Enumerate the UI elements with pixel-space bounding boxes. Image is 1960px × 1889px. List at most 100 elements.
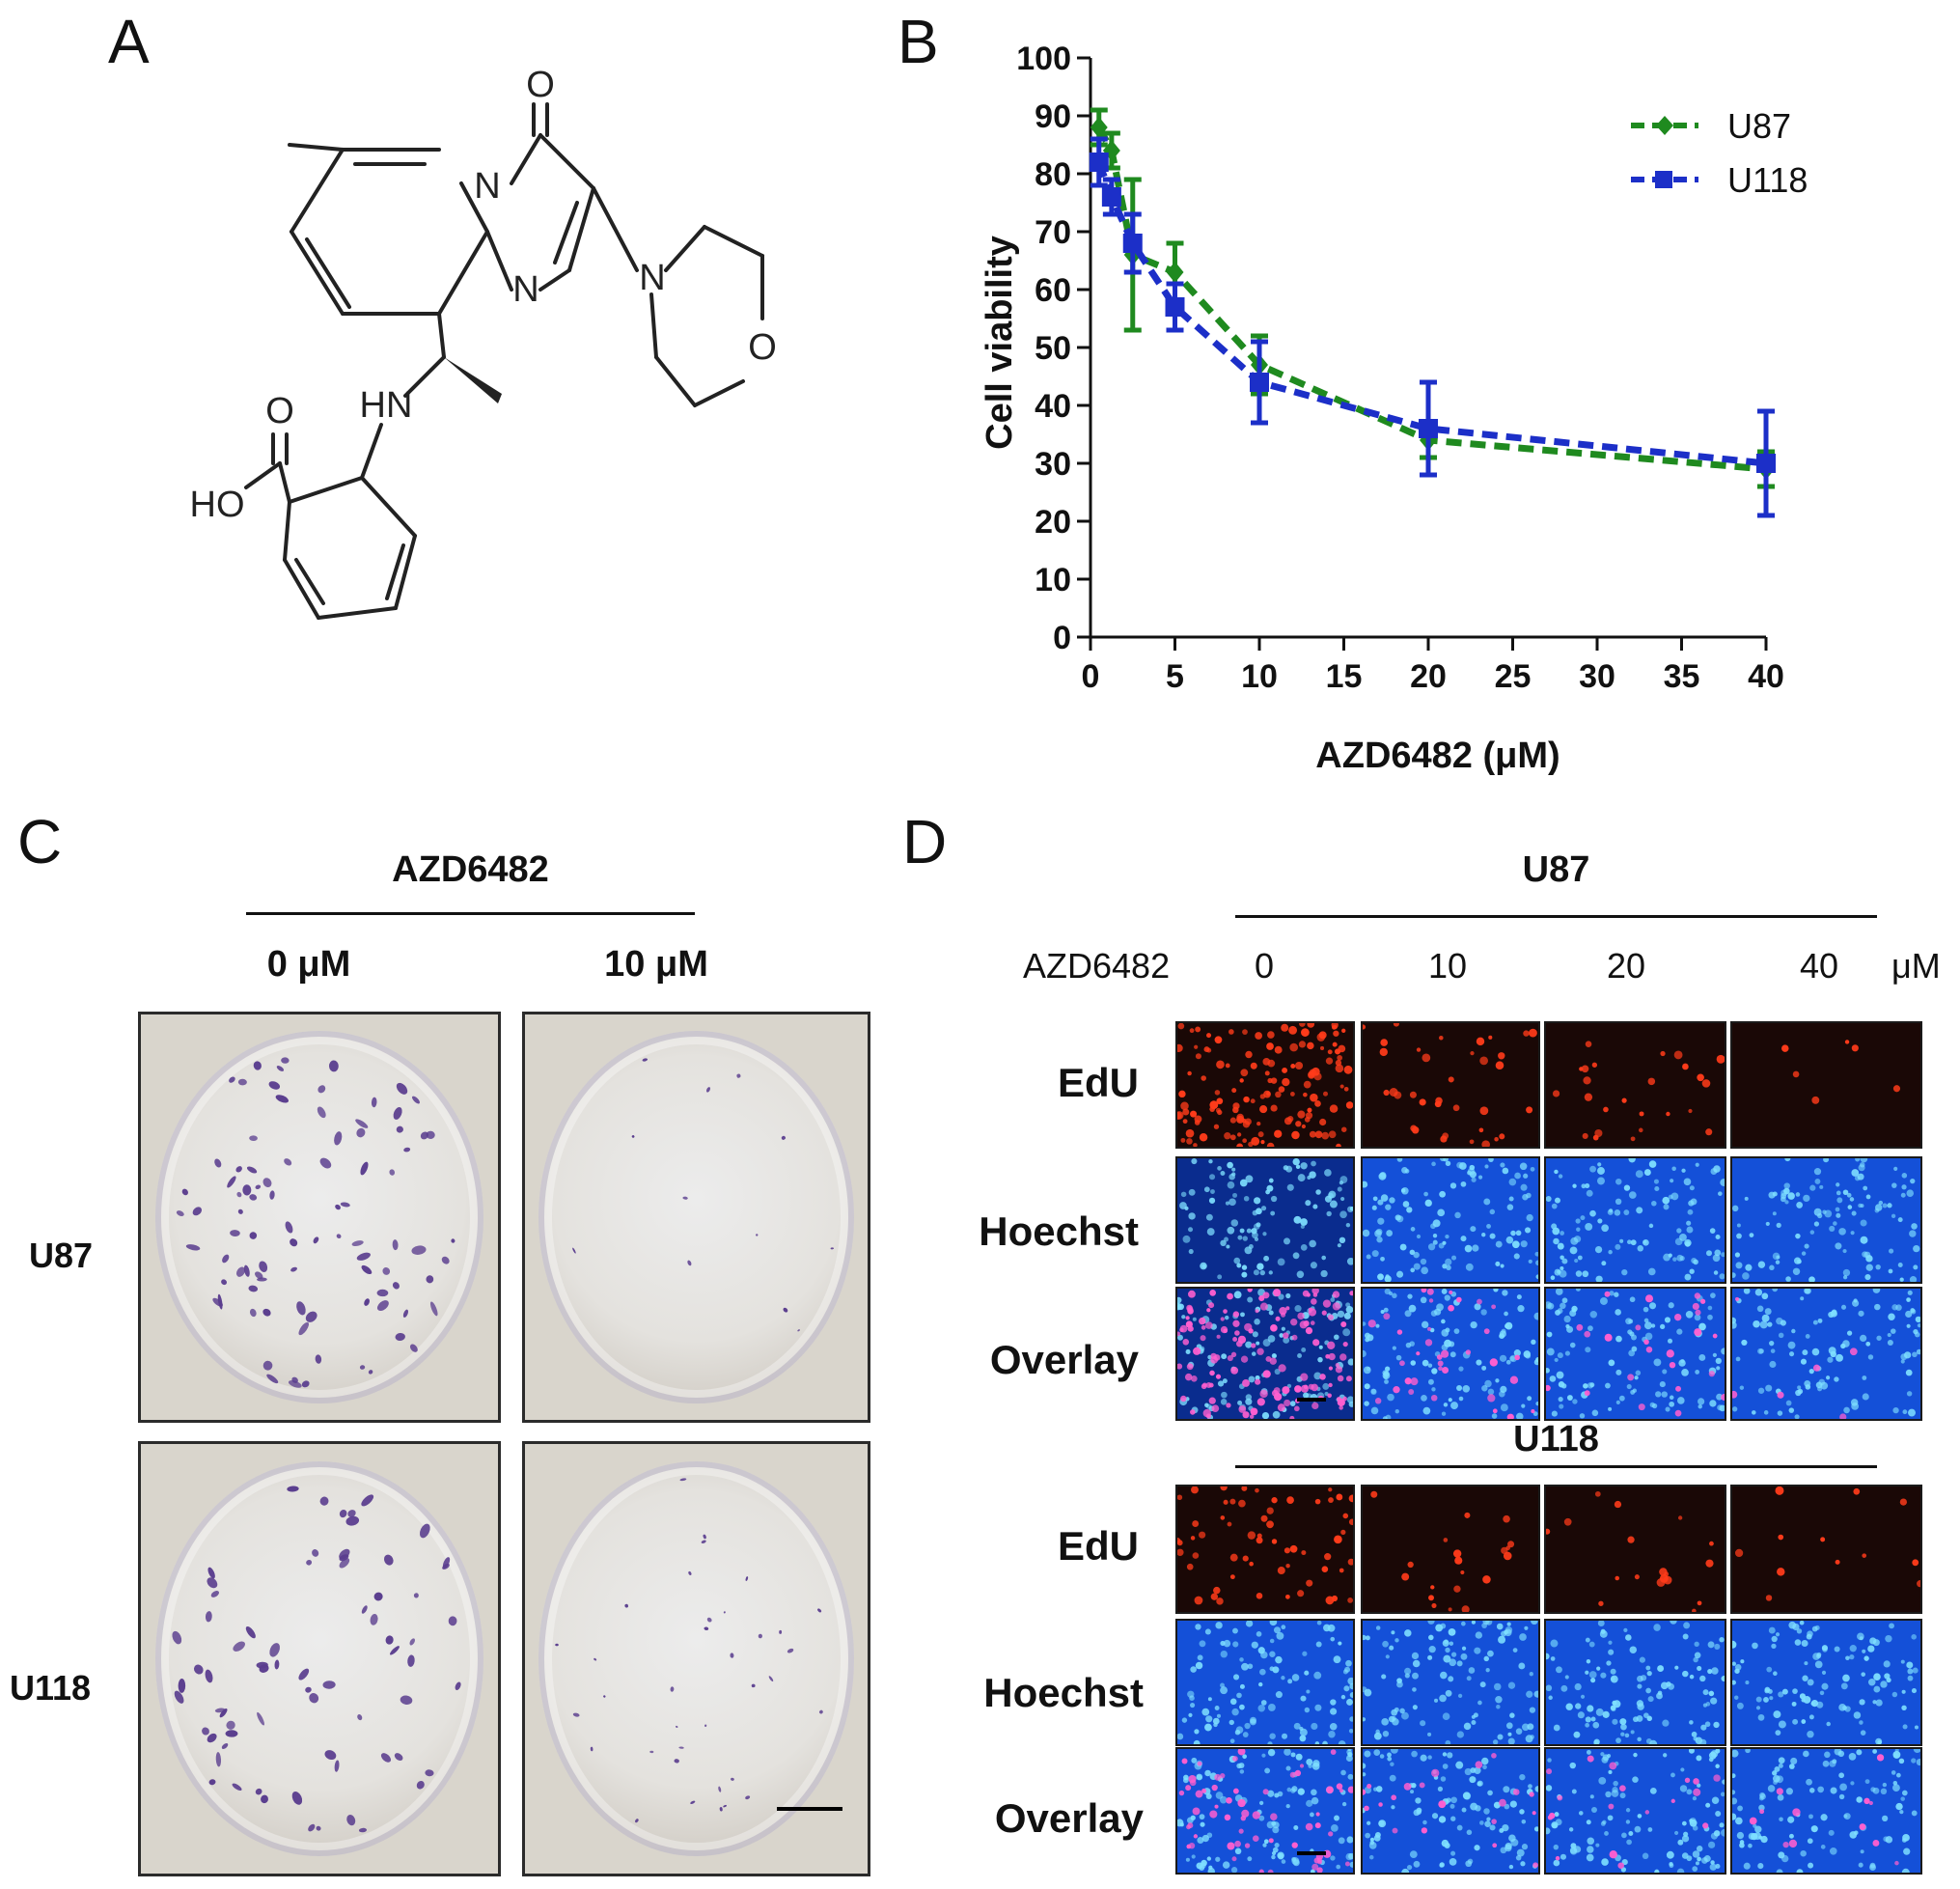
hoechst-nucleus — [1241, 1264, 1248, 1270]
colony — [215, 1752, 222, 1767]
hoechst-nucleus — [1328, 1730, 1336, 1738]
hoechst-nucleus — [1265, 1189, 1271, 1195]
hoechst-nucleus — [1385, 1274, 1390, 1279]
hoechst-nucleus — [1700, 1724, 1707, 1731]
hoechst-nucleus — [1392, 1346, 1396, 1350]
edu-nucleus — [1401, 1572, 1410, 1581]
hoechst-nucleus — [1387, 1756, 1393, 1762]
y-tick-label: 100 — [1016, 41, 1071, 77]
colony — [237, 1208, 243, 1214]
hoechst-nucleus — [1601, 1756, 1609, 1764]
hoechst-nucleus — [1590, 1678, 1596, 1683]
hoechst-nucleus — [1643, 1318, 1649, 1323]
hoechst-nucleus — [1301, 1347, 1307, 1352]
colony — [392, 1239, 399, 1251]
hoechst-nucleus — [1574, 1682, 1582, 1691]
colony — [642, 1058, 649, 1062]
hoechst-nucleus — [1621, 1832, 1627, 1839]
hoechst-nucleus — [1755, 1706, 1761, 1710]
edu-nucleus — [1583, 1076, 1591, 1085]
overlay-nucleus — [1231, 1856, 1237, 1862]
edu-nucleus — [1307, 1107, 1312, 1113]
hoechst-nucleus — [1787, 1192, 1795, 1200]
edu-nucleus — [1187, 1070, 1192, 1076]
hoechst-nucleus — [1689, 1720, 1694, 1725]
overlay-nucleus — [1699, 1298, 1706, 1304]
hoechst-nucleus — [1792, 1623, 1800, 1631]
hoechst-nucleus — [1428, 1646, 1436, 1653]
fluor-hoechst-40 — [1730, 1156, 1922, 1284]
hoechst-nucleus — [1761, 1292, 1769, 1300]
hoechst-nucleus — [1856, 1796, 1863, 1803]
edu-nucleus — [1482, 1575, 1491, 1584]
hoechst-nucleus — [1328, 1190, 1337, 1199]
hoechst-nucleus — [1791, 1328, 1796, 1334]
hoechst-nucleus — [1550, 1275, 1556, 1281]
overlay-nucleus — [1332, 1302, 1341, 1311]
hoechst-nucleus — [1327, 1624, 1336, 1632]
overlay-nucleus — [1449, 1290, 1453, 1294]
hoechst-nucleus — [1693, 1736, 1698, 1741]
hoechst-nucleus — [1707, 1305, 1713, 1311]
edu-nucleus — [1275, 1091, 1282, 1098]
edu-nucleus — [1319, 1045, 1325, 1051]
hoechst-nucleus — [1757, 1387, 1765, 1394]
fluor-edu-10 — [1361, 1021, 1540, 1149]
hoechst-nucleus — [1309, 1239, 1316, 1248]
hoechst-nucleus — [1736, 1702, 1744, 1709]
hoechst-nucleus — [1233, 1291, 1242, 1299]
hoechst-nucleus — [1386, 1230, 1394, 1236]
hoechst-nucleus — [1842, 1249, 1847, 1254]
hoechst-nucleus — [1806, 1778, 1812, 1786]
hoechst-nucleus — [1428, 1634, 1434, 1641]
hoechst-nucleus — [1231, 1167, 1236, 1172]
hoechst-nucleus — [1427, 1755, 1432, 1760]
hoechst-nucleus — [1608, 1769, 1613, 1774]
hoechst-nucleus — [1909, 1230, 1917, 1237]
edu-nucleus — [1476, 1037, 1485, 1046]
hoechst-nucleus — [1891, 1213, 1896, 1219]
overlay-nucleus — [1335, 1366, 1343, 1374]
hoechst-nucleus — [1895, 1772, 1901, 1778]
hoechst-nucleus — [1692, 1795, 1698, 1801]
hoechst-nucleus — [1875, 1264, 1881, 1270]
hoechst-nucleus — [1239, 1704, 1245, 1710]
hoechst-nucleus — [1790, 1757, 1798, 1764]
fluor-hoechst-20 — [1544, 1156, 1726, 1284]
hoechst-nucleus — [1625, 1820, 1631, 1824]
hoechst-nucleus — [1306, 1799, 1313, 1807]
edu-nucleus — [1177, 1494, 1183, 1501]
hoechst-nucleus — [1556, 1666, 1562, 1674]
hoechst-nucleus — [1236, 1263, 1242, 1268]
hoechst-nucleus — [1911, 1223, 1918, 1230]
edu-nucleus — [1220, 1486, 1228, 1491]
hoechst-nucleus — [1226, 1244, 1230, 1249]
hoechst-nucleus — [1442, 1712, 1450, 1721]
hoechst-nucleus — [1732, 1640, 1737, 1649]
hoechst-nucleus — [1713, 1721, 1720, 1729]
edu-nucleus — [1584, 1093, 1593, 1101]
hoechst-nucleus — [1781, 1189, 1788, 1197]
hoechst-nucleus — [1330, 1708, 1338, 1715]
colony — [237, 1078, 247, 1086]
hoechst-nucleus — [1262, 1843, 1267, 1847]
hoechst-nucleus — [1447, 1752, 1453, 1759]
hoechst-nucleus — [1630, 1730, 1635, 1735]
overlay-nucleus — [1337, 1375, 1344, 1382]
hoechst-nucleus — [1520, 1183, 1528, 1191]
hoechst-nucleus — [1381, 1674, 1387, 1680]
hoechst-nucleus — [1566, 1395, 1573, 1401]
hoechst-nucleus — [1801, 1640, 1808, 1648]
u87-row-hoechst: Hoechst — [979, 1208, 1139, 1254]
hoechst-nucleus — [1858, 1310, 1864, 1317]
colony — [212, 1297, 223, 1307]
edu-nucleus — [1289, 1092, 1295, 1097]
edu-nucleus — [1328, 1130, 1337, 1139]
hoechst-nucleus — [1705, 1802, 1711, 1808]
overlay-nucleus — [1587, 1755, 1594, 1763]
overlay-nucleus — [1557, 1794, 1563, 1801]
hoechst-nucleus — [1607, 1753, 1612, 1759]
hoechst-nucleus — [1637, 1245, 1644, 1252]
overlay-nucleus — [1232, 1756, 1238, 1762]
overlay-nucleus — [1200, 1335, 1206, 1342]
